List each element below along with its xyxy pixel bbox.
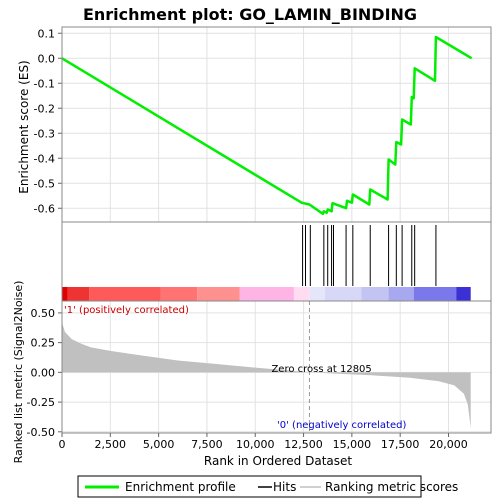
metric-y-tick-label: 0.25 [31,337,56,350]
ranking-metric-area [62,322,471,429]
ranked-color-segment [324,287,362,301]
es-y-tick-label: -0.6 [34,202,55,215]
es-y-tick-label: -0.1 [34,77,55,90]
x-tick-label: 20,000 [429,438,468,451]
chart-title: Enrichment plot: GO_LAMIN_BINDING [83,5,417,24]
es-y-tick-label: 0.0 [38,52,56,65]
x-tick-label: 17,500 [381,438,420,451]
es-y-tick-label: -0.5 [34,177,55,190]
x-tick-label: 12,500 [284,438,323,451]
x-tick-label: 0 [59,438,66,451]
x-tick-label: 7,500 [191,438,223,451]
ranked-color-segment [239,287,294,301]
x-tick-label: 5,000 [143,438,175,451]
es-y-tick-label: 0.1 [38,27,56,40]
ranked-color-segment [456,287,471,301]
ranked-color-segment [293,287,310,301]
es-panel: 0.1 0.0 -0.1 -0.2 -0.3 -0.4 -0.5 -0.6 [34,26,492,223]
ranked-color-segment [413,287,457,301]
ranked-color-segment [361,287,389,301]
es-y-tick-label: -0.2 [34,102,55,115]
hits-panel [61,221,492,302]
x-tick-label: 2,500 [95,438,127,451]
x-axis-label: Rank in Ordered Dataset [204,454,352,468]
ranked-color-segment [89,287,161,301]
es-y-tick-label: -0.3 [34,127,55,140]
metric-panel-border [61,300,492,434]
legend-label: Enrichment profile [125,480,236,494]
negative-correlation-label: '0' (negatively correlated) [277,420,406,431]
metric-y-tick-label: 0.50 [31,307,56,320]
es-axis-label: Enrichment score (ES) [17,60,31,193]
zero-cross-label: Zero cross at 12805 [271,364,371,375]
metric-y-tick-label: -0.25 [27,396,55,409]
ranked-color-segment [160,287,198,301]
legend-label: Hits [273,480,296,494]
es-y-tick-label: -0.4 [34,152,55,165]
ranked-color-segment [388,287,414,301]
legend-box [77,475,422,498]
ranked-color-segment [67,287,90,301]
metric-axis-label: Ranked list metric (Signal2Noise) [12,281,25,464]
ranked-color-segment [309,287,325,301]
es-plot-area [62,27,491,222]
legend-label: Ranking metric scores [325,480,458,494]
x-tick-label: 10,000 [236,438,275,451]
metric-y-tick-label: 0.00 [31,366,56,379]
ranked-color-segment [62,287,68,301]
positive-correlation-label: '1' (positively correlated) [64,305,189,316]
metric-panel: 0.50 0.25 0.00 -0.25 -0.50 Zero cross at 1280… [27,300,492,451]
enrichment-profile-line [61,35,473,216]
metric-y-tick-label: -0.50 [27,426,55,439]
ranked-color-segment [197,287,240,301]
x-tick-label: 15,000 [333,438,372,451]
legend: Enrichment profile Hits Ranking metric sco… [77,475,458,498]
